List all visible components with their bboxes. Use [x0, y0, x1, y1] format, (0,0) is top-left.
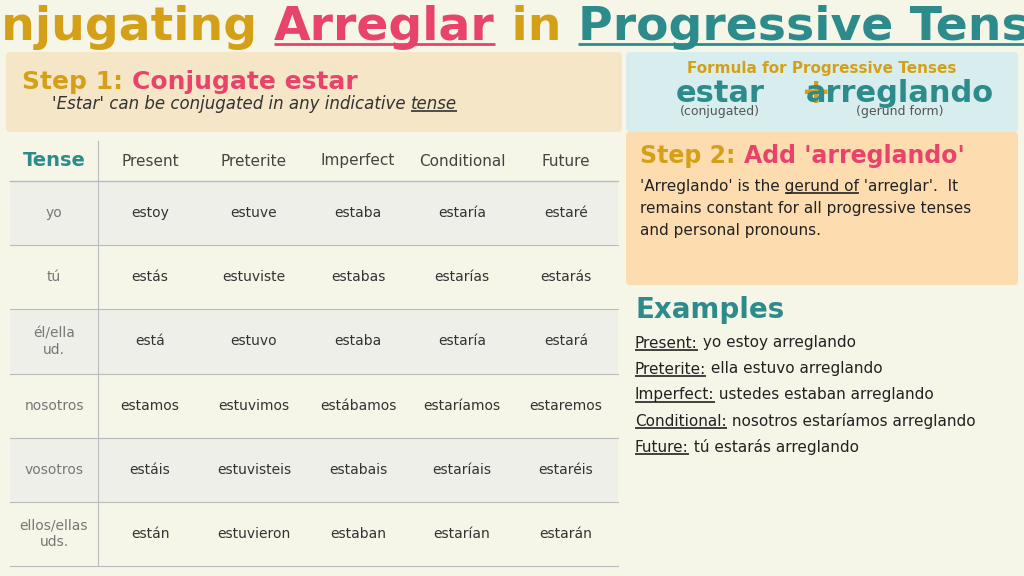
Text: in: in	[495, 6, 578, 51]
Text: Future:: Future:	[635, 439, 689, 454]
Text: estuvieron: estuvieron	[217, 527, 291, 541]
Text: estarás: estarás	[541, 270, 592, 284]
Text: Formula for Progressive Tenses: Formula for Progressive Tenses	[687, 60, 956, 75]
Text: estabas: estabas	[331, 270, 385, 284]
Text: están: están	[131, 527, 169, 541]
Text: Conditional:: Conditional:	[635, 414, 727, 429]
Text: yo: yo	[46, 206, 62, 220]
Text: estamos: estamos	[121, 399, 179, 412]
Text: está: está	[135, 335, 165, 348]
Text: estaremos: estaremos	[529, 399, 602, 412]
Text: Present:: Present:	[635, 335, 697, 351]
Text: +: +	[800, 76, 830, 110]
FancyBboxPatch shape	[6, 52, 622, 132]
Text: estoy: estoy	[131, 206, 169, 220]
Text: estaría: estaría	[438, 206, 486, 220]
Text: estarían: estarían	[433, 527, 490, 541]
Bar	[10, 181, 618, 245]
Text: Add 'arreglando': Add 'arreglando'	[743, 144, 965, 168]
Text: Conjugating: Conjugating	[0, 6, 274, 51]
Text: estaban: estaban	[330, 527, 386, 541]
Text: Examples: Examples	[635, 296, 784, 324]
Text: tense: tense	[411, 95, 457, 113]
FancyBboxPatch shape	[626, 132, 1018, 285]
Text: estabais: estabais	[329, 463, 387, 477]
Text: Present: Present	[121, 153, 179, 169]
Text: estaríais: estaríais	[432, 463, 492, 477]
Bar	[10, 309, 618, 373]
Text: remains constant for all progressive tenses: remains constant for all progressive ten…	[640, 200, 971, 215]
Text: Future: Future	[542, 153, 590, 169]
Text: arreglando: arreglando	[806, 78, 994, 108]
Text: estuvo: estuvo	[230, 335, 278, 348]
Text: (conjugated): (conjugated)	[680, 104, 760, 118]
Text: estáis: estáis	[130, 463, 170, 477]
Text: estaba: estaba	[335, 206, 382, 220]
Text: Progressive Tenses: Progressive Tenses	[578, 6, 1024, 51]
Text: estará: estará	[544, 335, 588, 348]
Text: estuve: estuve	[230, 206, 278, 220]
Text: ellos/ellas
uds.: ellos/ellas uds.	[19, 519, 88, 549]
Text: estuviste: estuviste	[222, 270, 286, 284]
Text: estarán: estarán	[540, 527, 593, 541]
Text: estaría: estaría	[438, 335, 486, 348]
Text: Preterite:: Preterite:	[635, 362, 707, 377]
Text: and personal pronouns.: and personal pronouns.	[640, 222, 821, 237]
Text: tú: tú	[47, 270, 61, 284]
Text: tú estarás arreglando: tú estarás arreglando	[689, 439, 859, 455]
FancyBboxPatch shape	[626, 52, 1018, 132]
Text: nosotros estaríamos arreglando: nosotros estaríamos arreglando	[727, 413, 975, 429]
Text: estaríamos: estaríamos	[424, 399, 501, 412]
Text: (gerund form): (gerund form)	[856, 104, 944, 118]
Text: nosotros: nosotros	[25, 399, 84, 412]
Text: Imperfect: Imperfect	[321, 153, 395, 169]
Text: estás: estás	[131, 270, 168, 284]
Text: ella estuvo arreglando: ella estuvo arreglando	[707, 362, 883, 377]
Text: estuvisteis: estuvisteis	[217, 463, 291, 477]
Text: vosotros: vosotros	[25, 463, 84, 477]
Text: estaréis: estaréis	[539, 463, 593, 477]
Text: estuvimos: estuvimos	[218, 399, 290, 412]
Text: Step 1:: Step 1:	[22, 70, 132, 94]
Text: yo estoy arreglando: yo estoy arreglando	[697, 335, 856, 351]
Text: Arreglar: Arreglar	[274, 6, 495, 51]
Text: estaba: estaba	[335, 335, 382, 348]
Text: Step 2:: Step 2:	[640, 144, 743, 168]
Text: estaré: estaré	[544, 206, 588, 220]
Text: estarías: estarías	[434, 270, 489, 284]
Text: Conjugate estar: Conjugate estar	[132, 70, 357, 94]
Text: estar: estar	[676, 78, 765, 108]
Text: Conditional: Conditional	[419, 153, 505, 169]
Text: Preterite: Preterite	[221, 153, 287, 169]
Text: 'Estar' can be conjugated in any indicative: 'Estar' can be conjugated in any indicat…	[52, 95, 411, 113]
Text: estábamos: estábamos	[319, 399, 396, 412]
Bar	[10, 438, 618, 502]
Text: Tense: Tense	[23, 151, 85, 170]
Text: 'Arreglando' is the gerund of 'arreglar'.  It: 'Arreglando' is the gerund of 'arreglar'…	[640, 179, 958, 194]
Text: él/ella
ud.: él/ella ud.	[33, 327, 75, 357]
Text: ustedes estaban arreglando: ustedes estaban arreglando	[715, 388, 934, 403]
Text: Imperfect:: Imperfect:	[635, 388, 715, 403]
